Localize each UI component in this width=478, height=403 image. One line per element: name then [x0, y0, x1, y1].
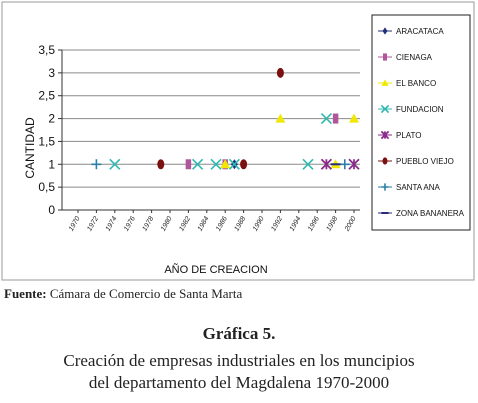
- figure-number: Gráfica 5.: [202, 324, 276, 343]
- y-tick-label: 0,5: [38, 180, 55, 194]
- x-marker: [109, 158, 121, 170]
- plus-marker: [91, 159, 102, 170]
- y-tick-labels: 0 0,5 1 1,5 2 2,5 3 3,5: [38, 43, 55, 217]
- data-point: [228, 158, 240, 170]
- plus-marker: [339, 159, 350, 170]
- x-marker: [192, 158, 204, 170]
- axes-layer: [58, 49, 360, 213]
- legend-label: ZONA BANANERA: [396, 209, 465, 218]
- star-marker: [348, 158, 360, 170]
- x-marker: [228, 158, 240, 170]
- legend-marker: [382, 157, 388, 165]
- y-tick-label: 2: [48, 112, 55, 126]
- y-tick-label: 3,5: [38, 43, 55, 57]
- legend-marker: [383, 53, 387, 61]
- x-marker: [210, 158, 222, 170]
- circle-marker: [157, 159, 165, 170]
- data-point: [332, 113, 339, 124]
- circle-marker: [382, 157, 388, 165]
- x-axis-label: AÑO DE CREACION: [164, 263, 267, 276]
- data-point: [240, 159, 248, 170]
- legend-label: CIENAGA: [396, 53, 433, 62]
- legend-label: SANTA ANA: [396, 183, 441, 192]
- source-label: Fuente:: [4, 286, 47, 301]
- legend-marker: [381, 183, 389, 191]
- triangle-marker: [381, 79, 389, 86]
- data-point: [339, 159, 350, 170]
- triangle-marker: [349, 113, 359, 123]
- legend: ARACATACA CIENAGA EL BANCO FUNDACION PLATO PU…: [378, 27, 465, 218]
- figure-caption-line-2: del departamento del Magdalena 1970-2000: [88, 373, 390, 392]
- data-point: [192, 158, 204, 170]
- legend-marker: [380, 104, 390, 114]
- legend-label: FUNDACION: [396, 105, 444, 114]
- chart-frame: 0 0,5 1 1,5 2 2,5 3 3,5 1970 1972 1974 1976 1978 198…: [1, 1, 475, 281]
- data-point: [275, 113, 286, 123]
- source-text: Cámara de Comercio de Santa Marta: [49, 286, 243, 301]
- x-marker: [320, 113, 332, 125]
- data-point: [320, 158, 333, 170]
- data-point: [109, 158, 121, 170]
- data-points: [91, 67, 360, 170]
- legend-marker: [382, 27, 388, 35]
- chart-svg: 00,511,522,533,5 1970 1972 1974 1976 1978 198…: [1, 1, 475, 281]
- source-note: Fuente: Cámara de Comercio de Santa Mart…: [4, 286, 242, 302]
- data-point: [91, 159, 102, 170]
- legend-marker: [380, 130, 390, 140]
- diamond-marker: [382, 27, 388, 35]
- triangle-marker: [220, 159, 231, 169]
- legend-marker: [381, 79, 389, 86]
- figure-caption-line-1: Creación de empresas industriales en los…: [63, 351, 415, 370]
- data-point: [157, 159, 165, 170]
- y-tick-label: 2,5: [38, 89, 55, 103]
- star-marker: [380, 130, 390, 140]
- legend-box: [371, 14, 471, 231]
- square-marker: [332, 113, 339, 124]
- x-marker: [380, 104, 390, 114]
- data-point: [349, 113, 359, 123]
- y-tick-label: 0: [48, 203, 55, 217]
- y-axis-label: CANTIDAD: [23, 117, 37, 179]
- circle-marker: [240, 159, 248, 170]
- data-point: [220, 159, 231, 169]
- plus-marker: [381, 183, 389, 191]
- data-point: [302, 158, 314, 170]
- y-tick-label: 1: [48, 157, 55, 171]
- square-marker: [383, 53, 387, 61]
- x-marker: [302, 158, 314, 170]
- data-point: [185, 159, 192, 170]
- data-point: [348, 158, 360, 170]
- legend-label: PUEBLO VIEJO: [396, 157, 454, 166]
- grid-layer: [62, 49, 360, 188]
- circle-marker: [276, 67, 284, 78]
- y-tick-label: 1,5: [38, 134, 55, 148]
- legend-label: EL BANCO: [396, 79, 436, 88]
- legend-label: PLATO: [396, 131, 422, 140]
- data-point: [276, 67, 284, 78]
- legend-label: ARACATACA: [396, 27, 444, 36]
- data-point: [210, 158, 222, 170]
- data-point: [320, 113, 332, 125]
- star-marker: [320, 158, 333, 170]
- y-tick-label: 3: [48, 66, 55, 80]
- triangle-marker: [275, 113, 286, 123]
- square-marker: [185, 159, 192, 170]
